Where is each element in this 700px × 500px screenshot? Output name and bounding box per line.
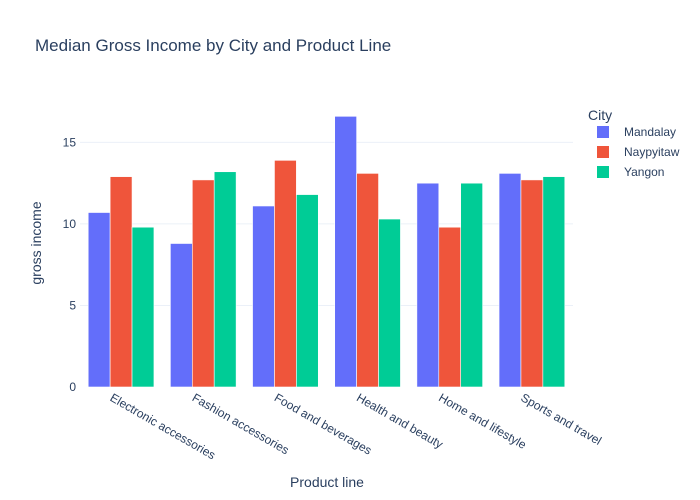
legend: City Mandalay Naypyitaw Yangon <box>588 107 680 179</box>
bar-naypyitaw-5 <box>520 179 544 388</box>
y-tick-label: 15 <box>63 135 77 149</box>
bar-mandalay-4 <box>416 182 440 388</box>
bar-mandalay-5 <box>498 173 522 388</box>
legend-swatch-mandalay <box>597 126 609 138</box>
x-tick-label: Home and lifestyle <box>436 390 529 452</box>
x-axis-title: Product line <box>290 474 364 490</box>
bar-naypyitaw-3 <box>356 173 379 388</box>
bar-yangon-0 <box>131 226 155 388</box>
bar-yangon-3 <box>378 218 401 388</box>
bars <box>87 116 566 388</box>
x-tick-label: Sports and travel <box>518 390 604 447</box>
y-tick-label: 10 <box>63 217 77 231</box>
bar-yangon-5 <box>542 176 566 388</box>
legend-label-yangon: Yangon <box>624 165 664 179</box>
bar-mandalay-0 <box>87 212 111 388</box>
legend-label-naypyitaw: Naypyitaw <box>624 145 680 159</box>
bar-yangon-1 <box>213 171 237 388</box>
bar-mandalay-3 <box>334 116 357 388</box>
y-tick-label: 5 <box>69 298 76 312</box>
grid <box>80 141 573 388</box>
bar-mandalay-2 <box>252 205 275 388</box>
bar-mandalay-1 <box>170 243 193 388</box>
legend-swatch-naypyitaw <box>597 146 609 158</box>
legend-title: City <box>588 107 612 123</box>
bar-yangon-2 <box>296 194 319 388</box>
bar-naypyitaw-1 <box>191 179 215 388</box>
y-axis-title: gross income <box>28 201 44 284</box>
legend-swatch-yangon <box>597 166 609 178</box>
legend-label-mandalay: Mandalay <box>624 125 676 139</box>
bar-naypyitaw-4 <box>438 226 462 388</box>
bar-naypyitaw-2 <box>274 160 297 388</box>
bar-yangon-4 <box>460 182 483 388</box>
chart-title: Median Gross Income by City and Product … <box>35 36 391 55</box>
y-tick-label: 0 <box>69 380 76 394</box>
y-axis: 0 5 10 15 <box>63 135 77 394</box>
bar-naypyitaw-0 <box>109 176 133 388</box>
